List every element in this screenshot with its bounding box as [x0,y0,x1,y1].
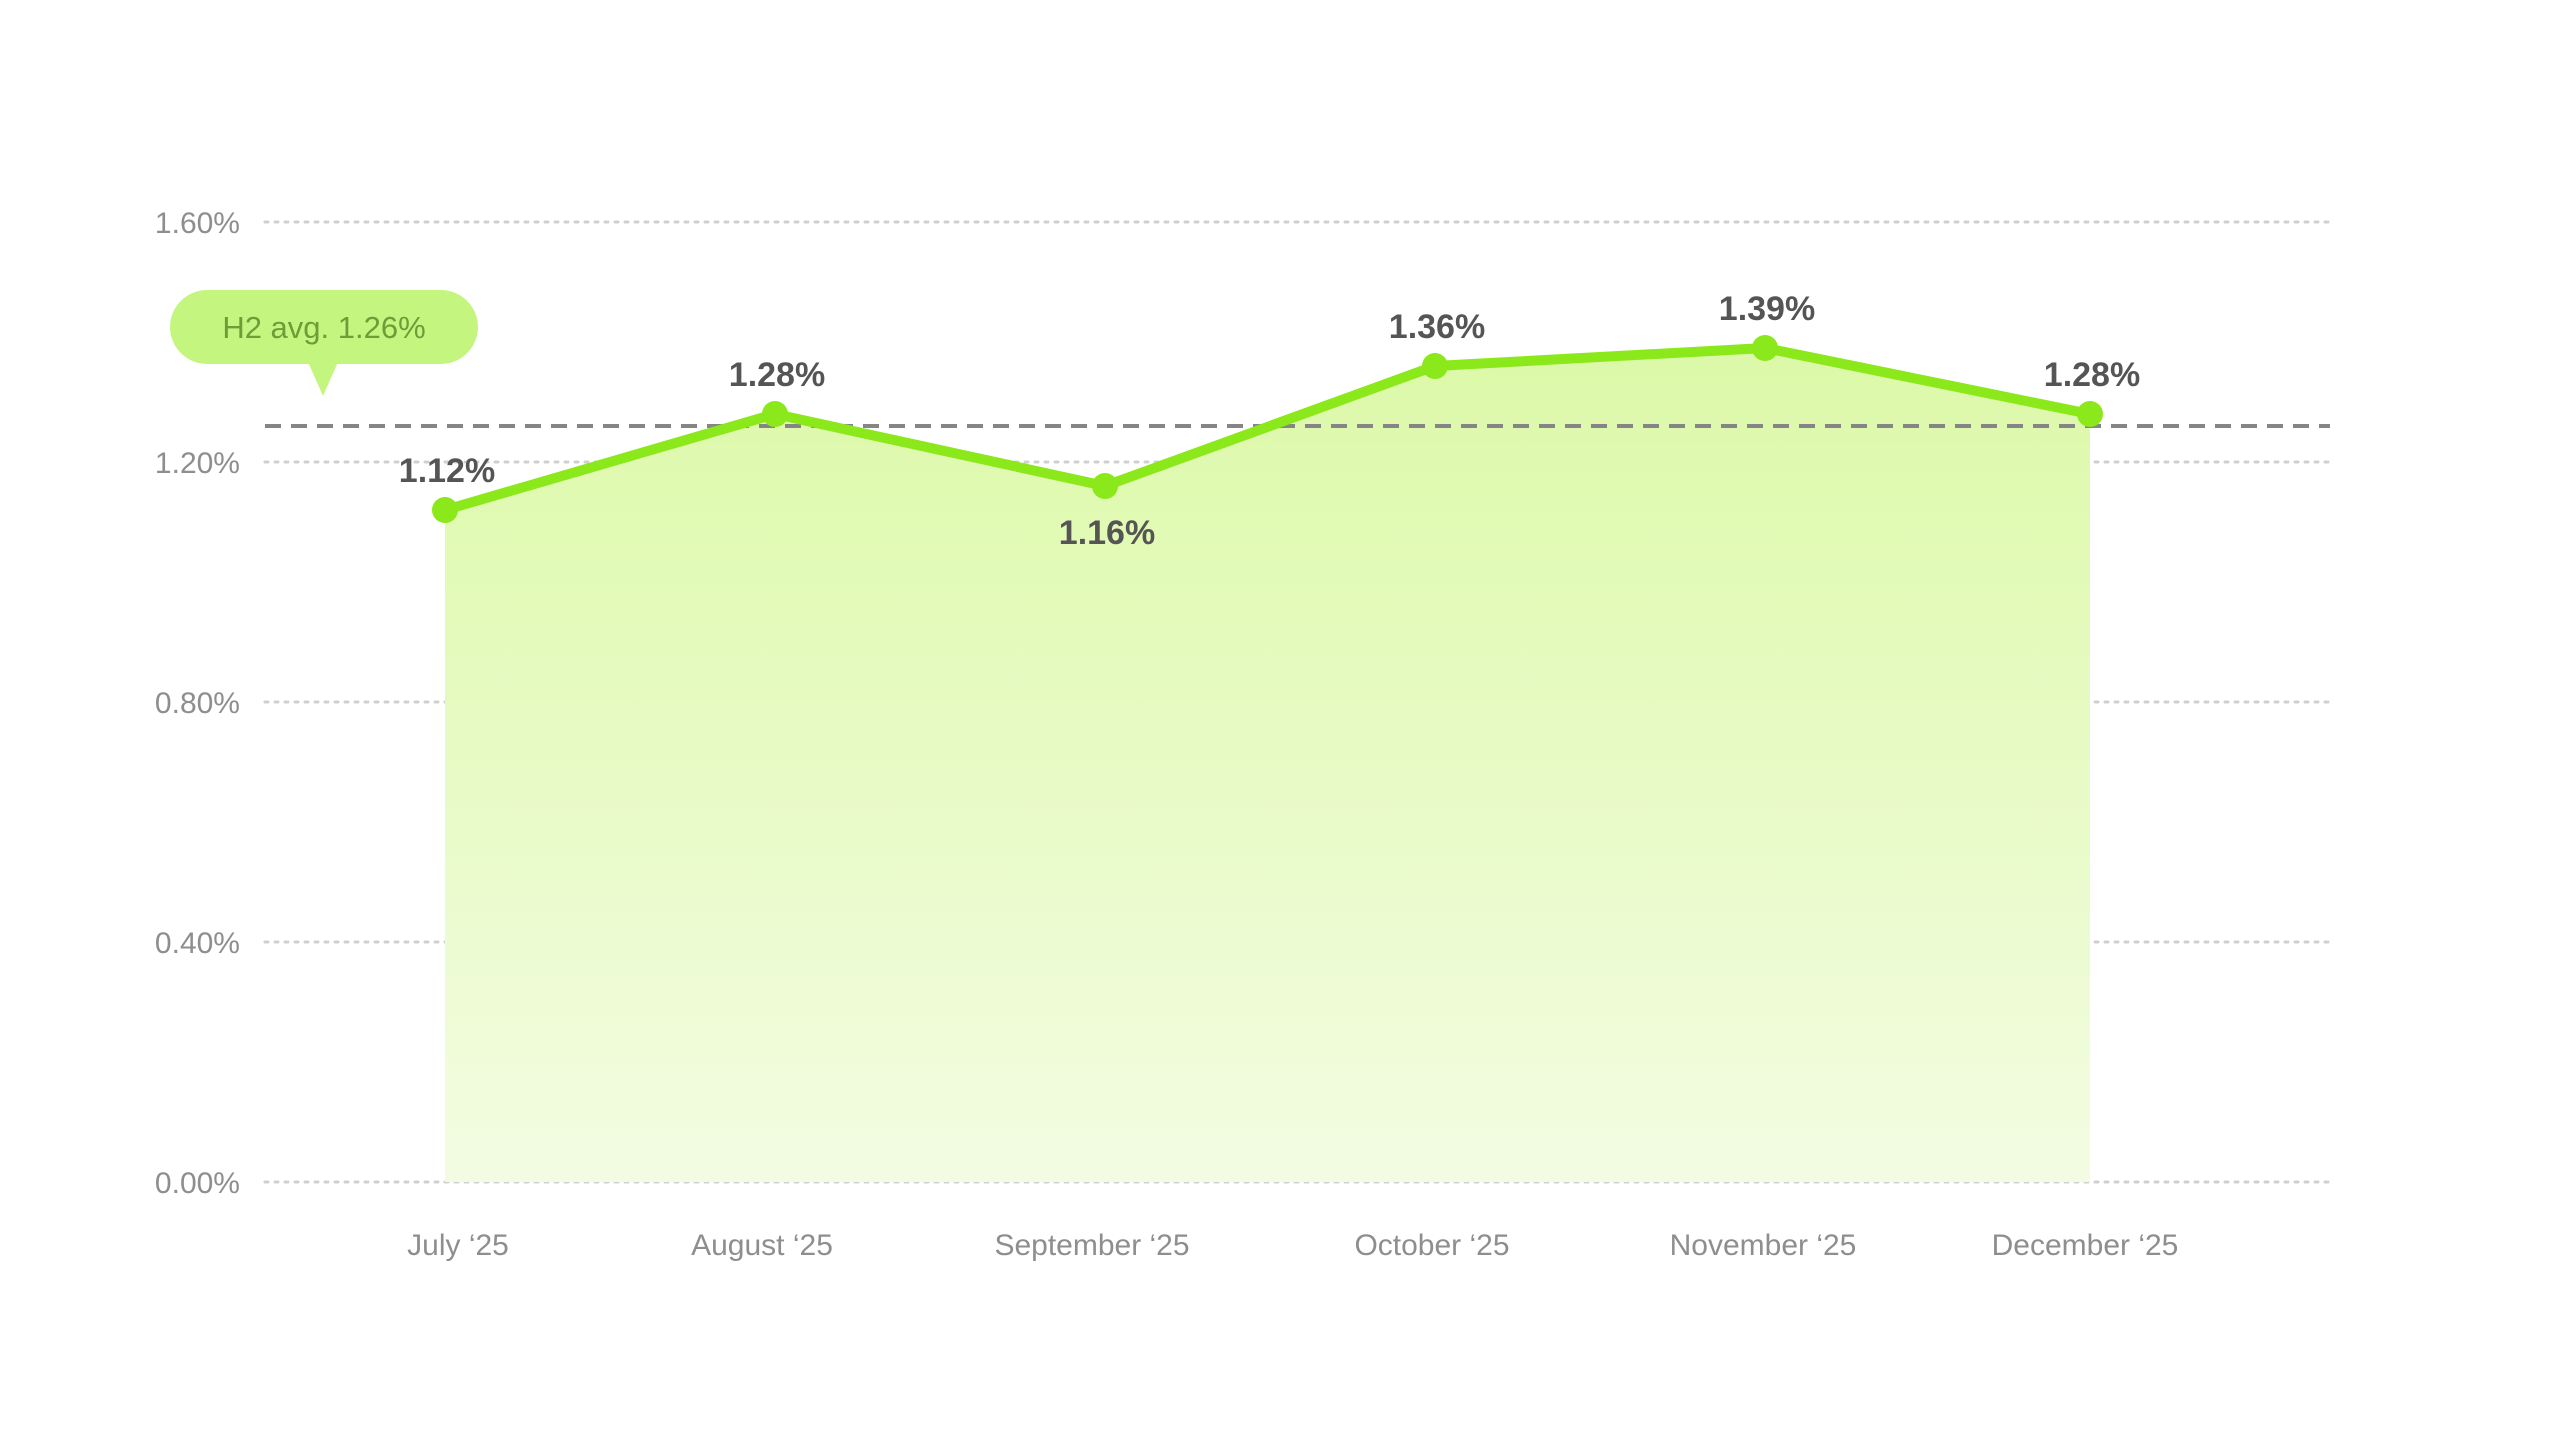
data-label: 1.16% [1059,514,1155,552]
y-tick-label: 0.80% [155,687,240,720]
average-badge: H2 avg. 1.26% [170,290,478,396]
data-point[interactable] [1092,473,1118,499]
y-tick-label: 0.00% [155,1167,240,1200]
y-tick-label: 1.60% [155,207,240,240]
y-tick-label: 0.40% [155,927,240,960]
average-badge-background [170,290,478,364]
average-badge-label: H2 avg. 1.26% [222,310,425,345]
data-label: 1.39% [1719,290,1815,328]
data-label: 1.28% [729,356,825,394]
data-point[interactable] [762,401,788,427]
x-tick-label: October ‘25 [1354,1229,1509,1262]
data-point[interactable] [2077,401,2103,427]
x-tick-label: December ‘25 [1992,1229,2179,1262]
x-tick-label: November ‘25 [1670,1229,1857,1262]
y-tick-label: 1.20% [155,447,240,480]
series-line [440,343,2095,515]
x-tick-label: July ‘25 [407,1229,509,1262]
data-label: 1.12% [399,452,495,490]
data-point[interactable] [1752,335,1778,361]
data-label: 1.36% [1389,308,1485,346]
data-label: 1.28% [2044,356,2140,394]
average-badge-pointer [308,362,338,396]
x-tick-label: August ‘25 [691,1229,833,1262]
data-point[interactable] [432,497,458,523]
area-fill [445,348,2090,1182]
x-tick-label: September ‘25 [994,1229,1189,1262]
data-point[interactable] [1422,353,1448,379]
